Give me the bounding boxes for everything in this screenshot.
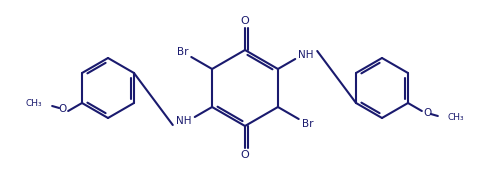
Text: NH: NH — [176, 116, 191, 126]
Text: Br: Br — [177, 47, 189, 57]
Text: CH₃: CH₃ — [26, 99, 42, 108]
Text: O: O — [424, 108, 432, 118]
Text: O: O — [241, 150, 249, 160]
Text: Br: Br — [301, 119, 313, 129]
Text: CH₃: CH₃ — [448, 114, 464, 122]
Text: O: O — [58, 104, 66, 114]
Text: NH: NH — [299, 50, 314, 60]
Text: O: O — [241, 16, 249, 26]
